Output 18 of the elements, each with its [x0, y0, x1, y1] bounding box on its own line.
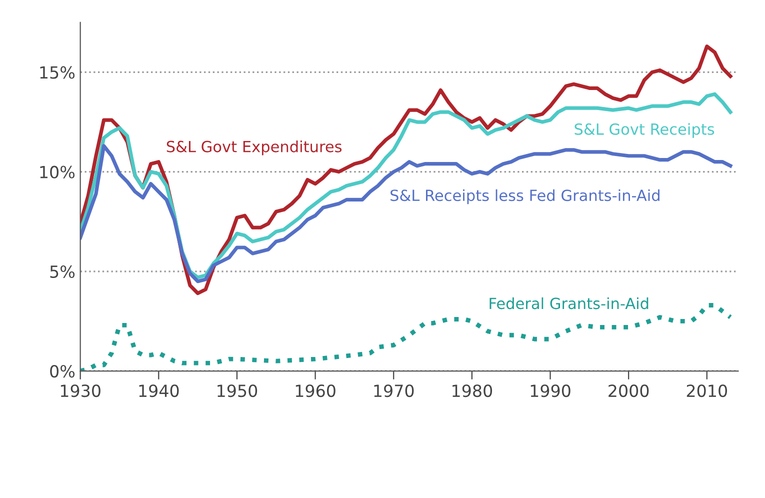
- x-tick-label: 1960: [296, 384, 336, 398]
- x-tick-label: 2010: [686, 384, 727, 398]
- x-tick-label: 1980: [452, 384, 492, 398]
- x-tick-label: 1940: [139, 384, 179, 398]
- x-tick-label: 1970: [374, 384, 414, 398]
- series-label: Federal Grants-in-Aid: [490, 297, 648, 310]
- series-label: S&L Govt Receipts: [574, 123, 714, 138]
- series-label: S&L Receipts less Fed Grants-in-Aid: [390, 189, 660, 204]
- y-tick-label: 0%: [50, 364, 75, 378]
- series-label: S&L Govt Expenditures: [166, 140, 342, 156]
- x-tick-label: 1950: [218, 384, 258, 398]
- y-tick-label: 15%: [40, 66, 75, 79]
- x-tick-label: 2000: [608, 384, 649, 398]
- y-tick-label: 5%: [50, 265, 75, 278]
- y-tick-label: 10%: [40, 166, 75, 178]
- x-tick-label: 1990: [530, 384, 570, 398]
- x-tick-label: 1930: [60, 384, 100, 398]
- line-series: [80, 92, 732, 280]
